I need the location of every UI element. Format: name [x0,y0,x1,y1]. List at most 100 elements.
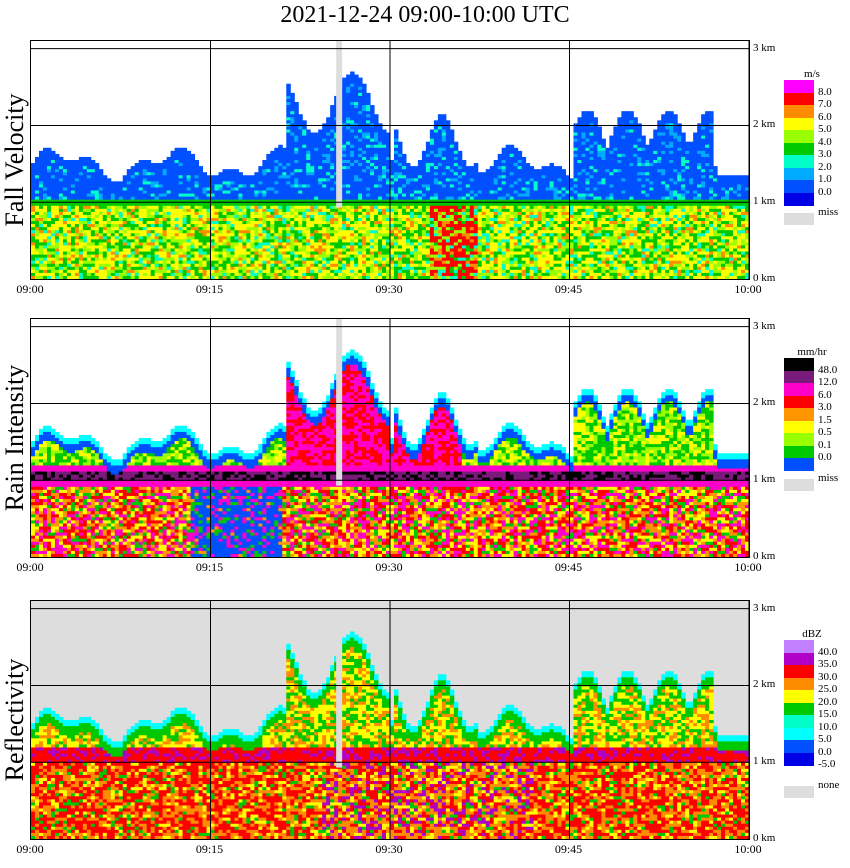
heatmap-cell [190,187,196,192]
heatmap-cell [457,172,463,176]
heatmap-cell [481,172,487,176]
heatmap-cell [401,245,407,249]
heatmap-cell [346,233,351,237]
heatmap-cell [178,266,184,271]
heatmap-cell [250,221,255,225]
heatmap-cell [158,221,164,225]
heatmap-cell [350,175,355,179]
heatmap-cell [210,233,215,237]
heatmap-cell [202,205,208,210]
heatmap-cell [445,153,451,158]
heatmap-cell [437,187,443,192]
heatmap-cell [346,156,351,161]
heatmap-cell [194,181,200,185]
heatmap-cell [306,233,311,237]
heatmap-cell [194,245,200,249]
heatmap-cell [202,190,208,195]
heatmap-cell [382,266,387,271]
heatmap-cell [433,184,439,188]
heatmap-cell [469,190,475,195]
heatmap-cell [70,181,76,185]
heatmap-cell [298,193,303,198]
heatmap-cell [198,208,204,213]
heatmap-cell [34,245,40,249]
heatmap-cell [126,269,132,274]
heatmap-cell [421,272,427,277]
heatmap-cell [350,169,355,173]
heatmap-cell [457,224,463,228]
heatmap-cell [298,175,303,179]
heatmap-cell [310,217,315,222]
heatmap-cell [366,221,371,225]
heatmap-cell [162,163,168,167]
heatmap-cell [186,178,192,182]
heatmap-cell [322,153,327,158]
heatmap-cell [142,233,148,237]
heatmap-cell [206,202,211,207]
heatmap-cell [38,178,44,182]
heatmap-cell [294,169,299,173]
heatmap-cell [86,166,92,170]
heatmap-cell [433,147,439,152]
heatmap-cell [437,263,443,268]
heatmap-cell [386,236,391,240]
heatmap-cell [473,245,479,249]
heatmap-cell [114,239,120,243]
heatmap-cell [62,175,68,179]
heatmap-cell [342,248,347,253]
heatmap-cell [318,163,323,167]
heatmap-cell [166,166,172,170]
heatmap-cell [306,248,311,253]
heatmap-cell [386,166,391,170]
heatmap-cell [346,117,351,121]
heatmap-cell [413,263,419,268]
heatmap-cell [401,187,407,192]
heatmap-cell [78,233,84,237]
heatmap-cell [130,236,136,240]
heatmap-cell [250,202,255,207]
heatmap-cell [342,172,347,176]
heatmap-cell [118,266,124,271]
heatmap-cell [202,187,208,192]
heatmap-cell [142,199,148,204]
heatmap-cell [54,205,60,210]
heatmap-cell [417,260,423,265]
heatmap-cell [278,269,283,274]
heatmap-cell [413,236,419,240]
heatmap-cell [366,144,371,149]
heatmap-cell [397,214,403,219]
heatmap-cell [306,178,311,182]
heatmap-cell [222,269,227,274]
heatmap-cell [242,181,247,185]
heatmap-cell [82,190,88,195]
heatmap-cell [246,263,251,268]
heatmap-cell [34,205,40,210]
heatmap-cell [330,132,335,137]
heatmap-cell [401,196,407,201]
heatmap-cell [401,163,407,167]
heatmap-cell [318,144,323,149]
heatmap-cell [234,217,239,222]
heatmap-cell [286,132,291,137]
heatmap-cell [214,199,219,204]
heatmap-cell [58,181,64,185]
heatmap-cell [358,108,363,112]
heatmap-cell [274,172,279,176]
heatmap-cell [401,184,407,188]
heatmap-cell [477,205,483,210]
heatmap-cell [358,126,363,130]
heatmap-cell [202,263,208,268]
heatmap-cell [138,175,144,179]
heatmap-cell [62,187,68,192]
heatmap-cell [294,126,299,130]
heatmap-cell [290,129,295,134]
heatmap-cell [210,181,215,185]
heatmap-cell [182,257,188,262]
heatmap-cell [437,196,443,201]
heatmap-cell [354,141,359,146]
heatmap-cell [314,245,319,249]
heatmap-cell [134,166,140,170]
heatmap-cell [174,202,180,207]
heatmap-cell [46,196,52,201]
heatmap-cell [358,217,363,222]
